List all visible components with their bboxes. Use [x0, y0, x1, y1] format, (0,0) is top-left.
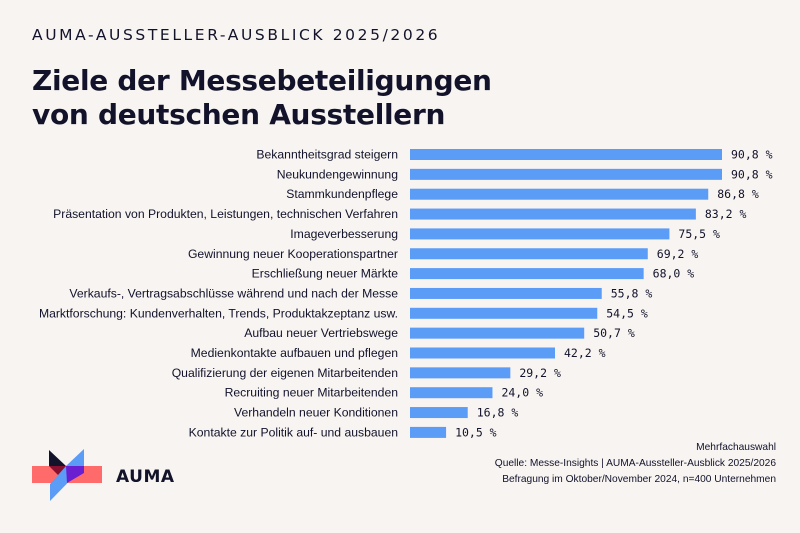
value-label: 83,2 % — [705, 207, 747, 221]
value-label: 10,5 % — [455, 425, 497, 439]
footnote-multiple-choice: Mehrfachauswahl — [696, 442, 776, 453]
chart-title-line-1: Ziele der Messebeteiligungen — [32, 64, 492, 97]
bar — [410, 387, 493, 399]
category-label: Erschließung neuer Märkte — [252, 267, 399, 281]
footnote-survey: Befragung im Oktober/November 2024, n=40… — [502, 474, 776, 485]
category-label: Neukundengewinnung — [277, 167, 398, 181]
auma-wordmark: AUMA — [116, 467, 175, 487]
bar — [410, 327, 585, 339]
logo-crimson-overlap — [49, 466, 66, 475]
value-label: 86,8 % — [717, 187, 759, 201]
category-label: Imageverbesserung — [290, 227, 398, 241]
bar — [410, 287, 602, 299]
bar — [410, 188, 709, 200]
bar — [410, 248, 648, 260]
bar — [410, 268, 644, 280]
category-label: Recruiting neuer Mitarbeitenden — [225, 386, 398, 400]
chart-title: Ziele der Messebeteiligungen von deutsch… — [32, 64, 492, 132]
logo-purple-overlap — [66, 466, 84, 483]
logo-dark-triangle — [49, 450, 66, 466]
bar — [410, 228, 670, 240]
bar — [410, 426, 447, 438]
footnotes: Mehrfachauswahl Quelle: Messe-Insights |… — [495, 440, 776, 488]
value-label: 54,5 % — [606, 306, 648, 320]
chart-title-line-2: von deutschen Ausstellern — [32, 98, 446, 131]
bar — [410, 149, 722, 160]
kicker-heading: AUMA-AUSSTELLER-AUSBLICK 2025/2026 — [32, 26, 441, 44]
bar — [410, 407, 468, 419]
category-label: Medienkontakte aufbauen und pflegen — [191, 346, 398, 360]
category-label: Stammkundenpflege — [286, 187, 398, 201]
value-label: 90,8 % — [731, 148, 773, 162]
value-label: 55,8 % — [611, 286, 653, 300]
bar — [410, 367, 511, 379]
bar — [410, 347, 555, 359]
category-label: Marktforschung: Kundenverhalten, Trends,… — [39, 306, 398, 320]
category-label: Qualifizierung der eigenen Mitarbeitende… — [172, 366, 398, 380]
category-label: Kontakte zur Politik auf- und ausbauen — [189, 425, 398, 439]
value-label: 90,8 % — [731, 167, 773, 181]
value-label: 50,7 % — [593, 326, 635, 340]
value-label: 29,2 % — [519, 366, 561, 380]
bars — [410, 149, 722, 438]
value-label: 68,0 % — [653, 267, 695, 281]
value-label: 24,0 % — [501, 386, 543, 400]
auma-logo-mark-icon — [32, 449, 102, 501]
category-label: Verkaufs-, Vertragsabschlüsse während un… — [69, 286, 398, 300]
value-label: 42,2 % — [564, 346, 606, 360]
category-label: Bekanntheitsgrad steigern — [256, 148, 398, 162]
category-labels: Bekanntheitsgrad steigern Neukundengewinn… — [39, 148, 398, 440]
value-label: 69,2 % — [657, 247, 699, 261]
category-label: Aufbau neuer Vertriebswege — [244, 326, 398, 340]
category-label: Verhandeln neuer Konditionen — [234, 406, 398, 420]
category-label: Präsentation von Produkten, Leistungen, … — [53, 207, 398, 221]
bar — [410, 307, 598, 319]
value-labels: 90,8 % 90,8 % 86,8 % 83,2 % 75,5 % 69,2 % 68,0… — [455, 148, 773, 440]
value-label: 16,8 % — [477, 406, 519, 420]
value-label: 75,5 % — [678, 227, 720, 241]
bar — [410, 208, 696, 220]
bar — [410, 168, 722, 180]
footnote-source: Quelle: Messe-Insights | AUMA-Aussteller… — [494, 458, 776, 469]
auma-logo: AUMA — [32, 449, 175, 505]
category-label: Gewinnung neuer Kooperationspartner — [188, 247, 398, 261]
